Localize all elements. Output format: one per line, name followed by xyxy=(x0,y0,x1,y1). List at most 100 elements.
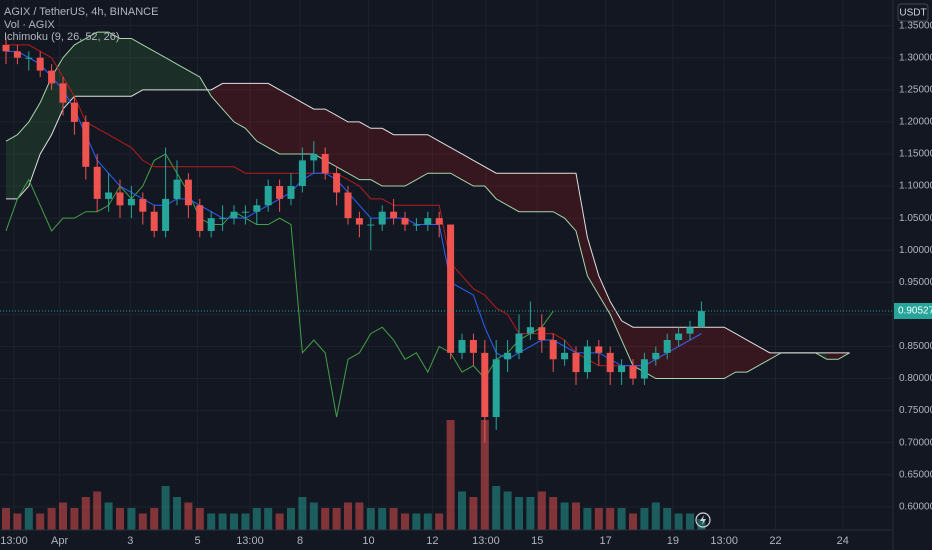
x-tick-label: Apr xyxy=(51,535,68,547)
volume-bar xyxy=(401,513,409,530)
volume-bar xyxy=(161,486,170,530)
volume-bar xyxy=(59,502,67,530)
cloud-segment xyxy=(712,327,725,379)
volume-bar xyxy=(287,508,295,530)
cloud-segment xyxy=(826,352,839,360)
volume-bar xyxy=(252,508,261,530)
indicator-title: Ichimoku (9, 26, 52, 26) xyxy=(4,31,120,43)
candle-body xyxy=(572,352,580,373)
candle-body xyxy=(652,352,660,360)
span_a-line xyxy=(5,31,850,380)
candle-body xyxy=(298,160,306,187)
currency[interactable]: USDT xyxy=(899,8,926,19)
candle-body xyxy=(196,205,204,231)
volume-bar xyxy=(230,513,238,530)
x-tick-label: 13:00 xyxy=(0,535,28,547)
candle-body xyxy=(219,218,227,220)
candle-body xyxy=(492,359,500,418)
candle-body xyxy=(697,311,705,328)
cloud-segment xyxy=(234,83,246,129)
volume-bar xyxy=(492,486,501,530)
cloud-segment xyxy=(313,109,326,161)
y-tick-label: 1.25000 xyxy=(899,84,932,95)
volume-bar xyxy=(629,513,637,530)
volume-bar xyxy=(70,508,79,530)
x-tick-label: 15 xyxy=(531,535,543,547)
y-tick-label: 0.75000 xyxy=(899,405,932,416)
chart-title: AGIX / TetherUS, 4h, BINANCE xyxy=(4,6,158,18)
candle-body xyxy=(310,153,318,161)
cloud-segment xyxy=(393,134,405,187)
x-tick-label: 19 xyxy=(667,535,679,547)
candle-body xyxy=(162,198,170,231)
y-tick-label: 0.85000 xyxy=(899,341,932,352)
candle-body xyxy=(663,340,671,353)
candle-body xyxy=(435,218,443,225)
volume-bar xyxy=(332,508,341,530)
cloud-segment xyxy=(177,64,189,90)
volume-bar xyxy=(560,502,569,530)
cloud-segment xyxy=(382,128,394,187)
cloud-segment xyxy=(325,109,337,167)
candle-body xyxy=(469,340,477,353)
volume-bar xyxy=(663,508,672,530)
currency-box[interactable] xyxy=(897,3,929,22)
cloud-segment xyxy=(6,134,18,199)
candle-body xyxy=(344,192,352,219)
volume-bar xyxy=(549,497,558,530)
candle-body xyxy=(48,70,56,84)
candle-body xyxy=(595,346,603,353)
x-tick-label: 10 xyxy=(362,535,374,547)
candle-body xyxy=(640,359,648,379)
volume-bar xyxy=(572,502,580,530)
candle-body xyxy=(538,327,546,341)
candle-body xyxy=(276,186,284,199)
y-tick-label: 0.70000 xyxy=(899,437,932,448)
cloud-segment xyxy=(74,38,86,97)
candle-body xyxy=(127,198,135,206)
candle-body xyxy=(447,224,455,353)
cloud-segment xyxy=(462,153,474,187)
volume-pane xyxy=(2,420,706,530)
cloud-segment xyxy=(587,237,599,296)
candle-body xyxy=(412,224,420,226)
volume-bar xyxy=(13,513,22,530)
span_b-line xyxy=(6,82,850,354)
y-tick-label: 0.95000 xyxy=(899,277,932,288)
alert-icon[interactable] xyxy=(695,512,711,528)
volume-bar xyxy=(173,497,181,530)
candle-body xyxy=(504,352,512,360)
volume-bar xyxy=(321,508,330,530)
volume-bar xyxy=(24,508,33,530)
candle-body xyxy=(355,218,363,225)
candle-body xyxy=(287,186,295,199)
volume-bar xyxy=(594,508,603,530)
cloud-segment xyxy=(131,38,143,97)
x-tick-label: 13:00 xyxy=(472,535,500,547)
cloud-segment xyxy=(40,76,52,154)
candle-body xyxy=(618,365,626,373)
cloud-segment xyxy=(621,320,633,366)
candles xyxy=(2,38,705,443)
volume-title: Vol · AGIX xyxy=(4,19,55,31)
volume-bar xyxy=(264,508,273,530)
volume-bar xyxy=(686,513,694,530)
volume-bar xyxy=(537,491,546,530)
candle-body xyxy=(116,192,124,206)
candle-body xyxy=(367,224,375,226)
volume-bar xyxy=(423,513,432,530)
cloud-segment xyxy=(348,121,360,180)
candle-body xyxy=(424,218,432,225)
cloud-segment xyxy=(256,83,269,148)
cloud-segment xyxy=(610,301,622,341)
volume-bar xyxy=(651,502,660,530)
volume-bar xyxy=(446,420,455,530)
cloud-segment xyxy=(268,83,280,154)
cloud-segment xyxy=(701,327,713,379)
volume-bar xyxy=(309,502,318,530)
cloud-segment xyxy=(245,83,257,142)
cloud-segment xyxy=(405,134,417,187)
candle-body xyxy=(139,198,147,212)
x-tick-label: 13:00 xyxy=(710,535,738,547)
